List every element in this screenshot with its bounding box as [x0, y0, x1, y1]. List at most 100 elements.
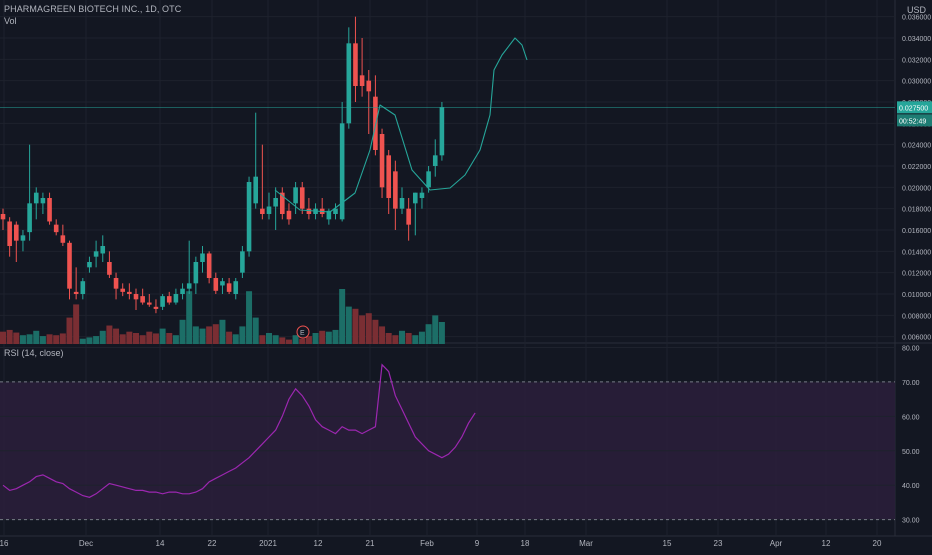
candle-body: [60, 235, 66, 243]
candle-body: [180, 288, 185, 294]
volume-bar: [33, 330, 40, 344]
volume-bar: [299, 338, 306, 344]
volume-bar: [226, 331, 233, 344]
price-tick-label: 0.010000: [902, 292, 931, 299]
candle-body: [240, 251, 245, 273]
volume-bar: [192, 326, 199, 344]
volume-bar: [246, 291, 253, 344]
candle-body: [53, 224, 59, 233]
earnings-marker-circle: [296, 325, 310, 339]
volume-bar: [392, 335, 399, 344]
candle-body: [426, 171, 431, 188]
candle-body: [366, 80, 372, 92]
candle-body: [260, 208, 265, 214]
candle-body: [133, 294, 139, 300]
candle-body: [246, 182, 252, 252]
rsi-tick-label: 60.00: [902, 414, 920, 421]
volume-bar: [46, 334, 53, 344]
volume-bar: [212, 324, 219, 344]
price-tick-label: 0.008000: [902, 313, 931, 320]
volume-bar: [332, 329, 339, 344]
time-tick-label: 18: [521, 539, 530, 548]
candle-body: [213, 278, 219, 291]
volume-bar: [0, 331, 6, 344]
candle-body: [127, 291, 132, 294]
volume-bar: [379, 326, 386, 344]
candle-body: [432, 155, 438, 166]
candle-body: [120, 288, 125, 292]
volume-bar: [219, 319, 226, 344]
candle-body: [0, 214, 6, 220]
last-price-tag: [897, 101, 932, 114]
volume-bar: [359, 315, 366, 344]
volume-bar: [152, 333, 159, 344]
candle-body: [67, 242, 72, 289]
time-tick-label: 9: [475, 539, 480, 548]
volume-bar: [399, 330, 405, 344]
volume-bar: [412, 335, 419, 344]
earnings-marker-label: E: [300, 330, 305, 337]
volume-bar: [199, 328, 206, 344]
time-tick-label: 20: [873, 539, 882, 548]
time-tick-label: Apr: [770, 539, 783, 548]
price-tick-label: 0.014000: [902, 249, 931, 256]
volume-bar: [239, 326, 246, 344]
symbol-title: PHARMAGREEN BIOTECH INC., 1D, OTC: [4, 4, 182, 14]
volume-bar: [106, 325, 113, 344]
candle-body: [326, 210, 332, 220]
volume-bar: [186, 291, 193, 344]
candle-body: [306, 208, 312, 214]
candle-body: [40, 198, 46, 204]
candle-body: [419, 192, 425, 198]
candle-body: [140, 296, 145, 303]
candle-body: [113, 278, 119, 289]
volume-bar: [66, 317, 73, 344]
candle-body: [80, 281, 86, 294]
candle-body: [160, 296, 165, 307]
volume-legend: Vol: [4, 16, 17, 26]
price-tick-label: 0.018000: [902, 207, 931, 214]
countdown-text: 00:52:49: [899, 118, 926, 125]
candle-body: [393, 171, 398, 209]
volume-bar: [372, 319, 379, 344]
candle-body: [386, 155, 391, 198]
volume-bar: [59, 333, 66, 344]
price-tick-label: 0.024000: [902, 143, 931, 150]
volume-bar: [206, 326, 213, 344]
volume-bar: [6, 329, 13, 344]
candle-body: [166, 296, 172, 303]
volume-bar: [232, 334, 239, 344]
rsi-tick-label: 50.00: [902, 449, 920, 456]
volume-bar: [259, 335, 266, 344]
price-tick-label: 0.006000: [902, 335, 931, 342]
candle-body: [299, 187, 305, 209]
time-tick-label: Dec: [79, 539, 93, 548]
candle-body: [87, 262, 92, 268]
volume-bar: [159, 328, 166, 344]
volume-bar: [352, 308, 359, 344]
time-tick-label: 16: [0, 539, 9, 548]
countdown-tag: [897, 114, 932, 127]
volume-bar: [26, 334, 33, 344]
volume-bar: [86, 337, 93, 344]
volume-bar: [252, 317, 259, 344]
volume-bar: [93, 336, 100, 344]
time-tick-label: 23: [714, 539, 723, 548]
candle-body: [286, 210, 292, 220]
volume-bar: [179, 319, 186, 344]
volume-bar: [305, 336, 312, 344]
price-tick-label: 0.016000: [902, 228, 931, 235]
candle-body: [173, 294, 179, 303]
volume-bar: [319, 330, 326, 344]
volume-bar: [279, 337, 286, 344]
candle-body: [266, 206, 272, 214]
candle-body: [153, 306, 159, 309]
candle-body: [379, 134, 385, 188]
volume-bar: [133, 333, 139, 344]
candle-body: [14, 224, 19, 241]
candle-body: [273, 198, 278, 207]
candle-body: [333, 208, 338, 214]
time-tick-label: 2021: [259, 539, 277, 548]
